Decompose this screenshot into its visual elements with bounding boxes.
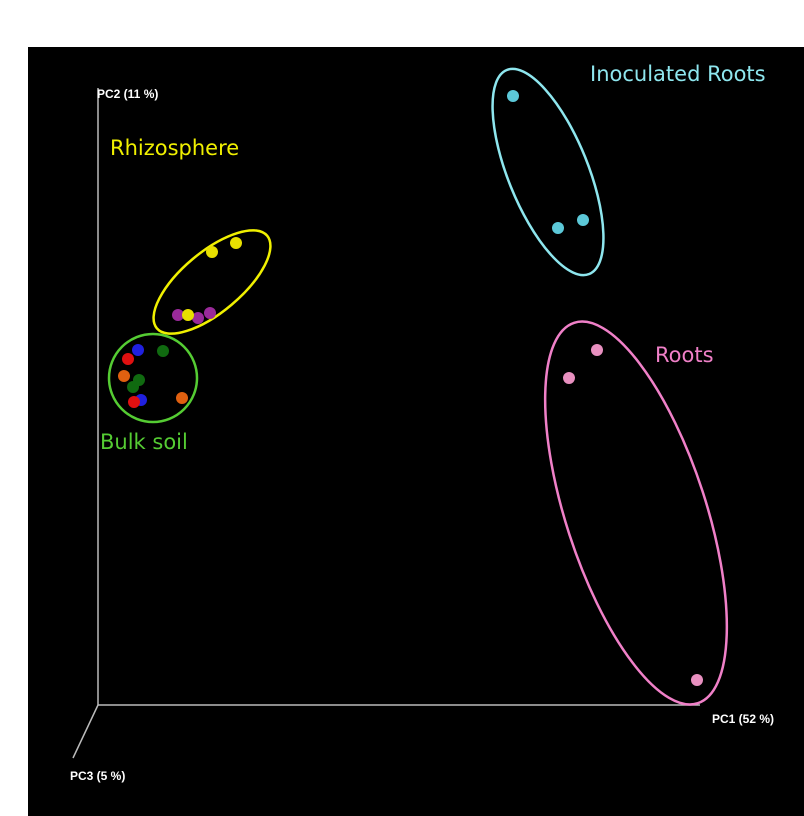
axis-label: PC3 (5 %): [70, 769, 125, 783]
point: [563, 372, 575, 384]
point: [122, 353, 134, 365]
plot-background: [28, 47, 804, 816]
pc3-axis: [72, 704, 99, 759]
group-label: Bulk soil: [100, 430, 188, 454]
point: [127, 381, 139, 393]
point: [118, 370, 130, 382]
point: [176, 392, 188, 404]
point: [577, 214, 589, 226]
group-ellipse: [543, 320, 729, 706]
axis-label: PC2 (11 %): [97, 87, 158, 101]
point: [552, 222, 564, 234]
point: [182, 309, 194, 321]
point: [507, 90, 519, 102]
point: [172, 309, 184, 321]
point: [157, 345, 169, 357]
point: [691, 674, 703, 686]
point: [204, 307, 216, 319]
point: [132, 344, 144, 356]
axis-label: PC1 (52 %): [712, 712, 774, 726]
group-ellipse: [152, 229, 272, 335]
point: [206, 246, 218, 258]
point: [128, 396, 140, 408]
group-ellipse: [107, 332, 199, 424]
group-label: Roots: [655, 343, 714, 367]
point: [591, 344, 603, 356]
group-ellipse: [491, 67, 605, 277]
point: [192, 312, 204, 324]
point: [230, 237, 242, 249]
group-label: Inoculated Roots: [590, 62, 766, 86]
group-label: Rhizosphere: [110, 136, 239, 160]
points: [118, 90, 703, 686]
